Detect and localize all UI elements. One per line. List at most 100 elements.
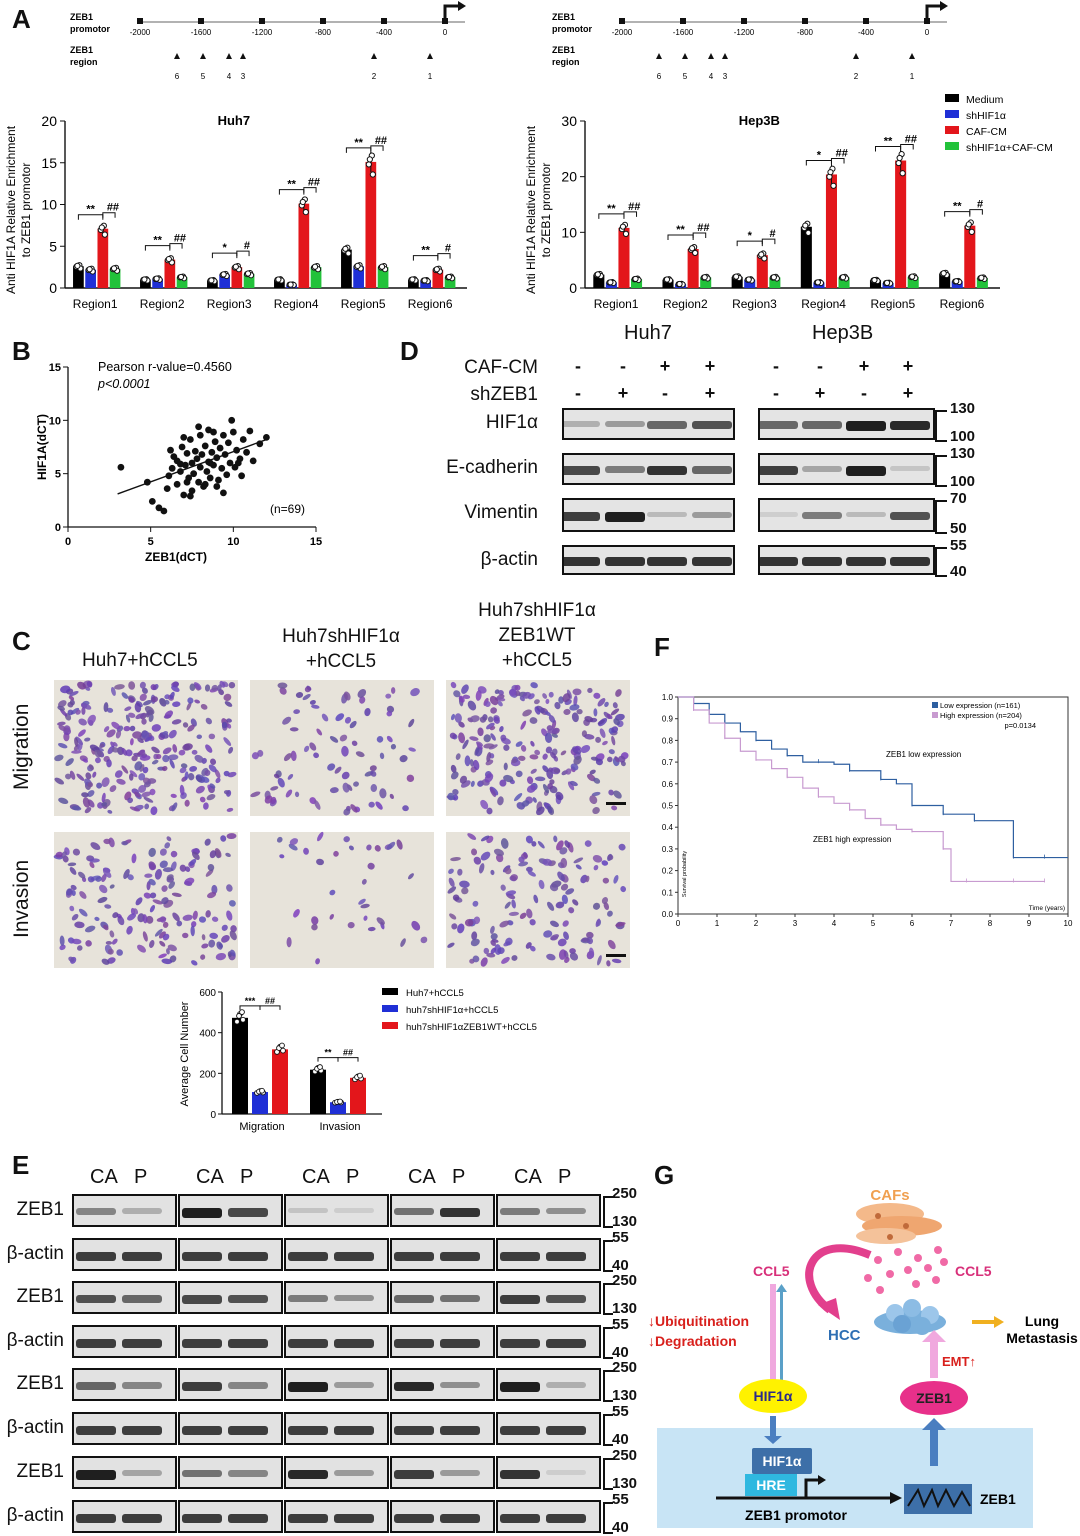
stained-cell xyxy=(530,682,538,689)
micrograph xyxy=(250,832,434,968)
stained-cell xyxy=(618,843,626,851)
scatter-point xyxy=(195,478,203,486)
stained-cell xyxy=(447,886,457,894)
stained-cell xyxy=(411,920,421,931)
stained-cell xyxy=(597,719,605,725)
stained-cell xyxy=(283,753,292,762)
stained-cell xyxy=(542,783,550,794)
stained-cell xyxy=(454,713,462,723)
stained-cell xyxy=(341,745,349,757)
stained-cell xyxy=(134,791,141,798)
stained-cell xyxy=(391,687,396,694)
stained-cell xyxy=(230,949,236,957)
sig-bracket xyxy=(370,145,384,151)
blot-band xyxy=(334,1295,374,1302)
category-label: Migration xyxy=(239,1121,284,1133)
stained-cell xyxy=(87,790,95,797)
col-title-3-line3: +hCCL5 xyxy=(501,650,573,671)
stained-cell xyxy=(547,901,555,911)
blue-arrow-up xyxy=(780,1290,783,1382)
data-point xyxy=(814,279,822,286)
region-marker xyxy=(174,53,180,59)
stained-cell xyxy=(196,734,203,739)
down-arrow xyxy=(764,1436,782,1444)
y-tick-label: 0.2 xyxy=(662,867,674,876)
scatter-point xyxy=(193,455,201,463)
chip-bar xyxy=(140,279,151,288)
stained-cell xyxy=(138,773,146,781)
stained-cell xyxy=(550,751,557,759)
stained-cell xyxy=(549,920,559,928)
stained-cell xyxy=(343,836,350,843)
cond-mark: + xyxy=(704,383,716,403)
stained-cell xyxy=(286,937,292,948)
stained-cell xyxy=(602,877,610,884)
chip-ytick-label: 20 xyxy=(41,113,57,129)
stained-cell xyxy=(343,808,351,816)
ccl5-dot xyxy=(864,1274,872,1282)
chip-bar xyxy=(97,228,109,288)
blot-row-label: β-actin xyxy=(6,1243,64,1264)
blot-box xyxy=(496,1238,601,1271)
data-point xyxy=(692,249,699,257)
stained-cell xyxy=(370,784,378,793)
stained-cell xyxy=(316,858,324,866)
hif1a-box-label: HIF1α xyxy=(763,1453,802,1469)
promoter-tick-label: -2000 xyxy=(612,28,633,37)
stained-cell xyxy=(279,854,285,859)
stained-cell xyxy=(154,868,162,880)
blot-band xyxy=(76,1339,116,1348)
stained-cell xyxy=(606,713,613,720)
sig-bracket xyxy=(692,232,707,239)
scatter-point xyxy=(167,446,174,454)
cell-label-hep3b: Hep3B xyxy=(812,322,874,344)
ccl5-dot xyxy=(912,1280,920,1288)
stained-cell xyxy=(215,777,221,784)
y-tick-label: 0.9 xyxy=(662,715,674,724)
blot-band xyxy=(394,1208,434,1216)
ccl5-dot xyxy=(924,1264,932,1272)
region-number: 5 xyxy=(683,72,688,81)
stained-cell xyxy=(214,848,222,858)
stained-cell xyxy=(327,763,336,771)
data-point xyxy=(676,280,683,288)
stained-cell xyxy=(335,713,345,722)
stained-cell xyxy=(74,737,79,747)
x-tick-label: 0 xyxy=(65,536,71,548)
stained-cell xyxy=(357,689,367,698)
stained-cell xyxy=(360,903,370,909)
stained-cell xyxy=(187,724,195,732)
stained-cell xyxy=(551,733,558,738)
blot-band xyxy=(647,466,687,476)
stained-cell xyxy=(467,700,477,711)
blot-box xyxy=(178,1325,283,1358)
stained-cell xyxy=(469,736,479,741)
stained-cell xyxy=(78,908,88,917)
mw-label: 55 xyxy=(612,1229,629,1246)
stained-cell xyxy=(567,781,575,791)
mw-label: 55 xyxy=(612,1491,629,1508)
data-point xyxy=(445,273,453,281)
stained-cell xyxy=(250,791,261,798)
blot-box xyxy=(562,498,735,532)
stained-cell xyxy=(111,747,119,753)
scatter-point xyxy=(218,464,226,472)
stained-cell xyxy=(606,960,611,967)
stained-cell xyxy=(143,796,154,803)
chip-bar xyxy=(444,277,456,288)
scatter-point xyxy=(220,431,227,439)
stained-cell xyxy=(184,799,190,807)
blot-band xyxy=(647,557,687,567)
data-point xyxy=(74,262,81,269)
stained-cell xyxy=(191,749,198,755)
stained-cell xyxy=(141,718,147,725)
stained-cell xyxy=(549,883,559,892)
data-point xyxy=(909,273,916,280)
data-point xyxy=(141,276,148,283)
ccl5-left-label: CCL5 xyxy=(753,1263,790,1279)
col-title-2-line2: +hCCL5 xyxy=(305,651,377,672)
stained-cell xyxy=(182,722,189,728)
chip-ylabel: to ZEB1 promotor xyxy=(539,163,553,258)
stained-cell xyxy=(572,899,579,906)
blot-band xyxy=(334,1470,374,1477)
